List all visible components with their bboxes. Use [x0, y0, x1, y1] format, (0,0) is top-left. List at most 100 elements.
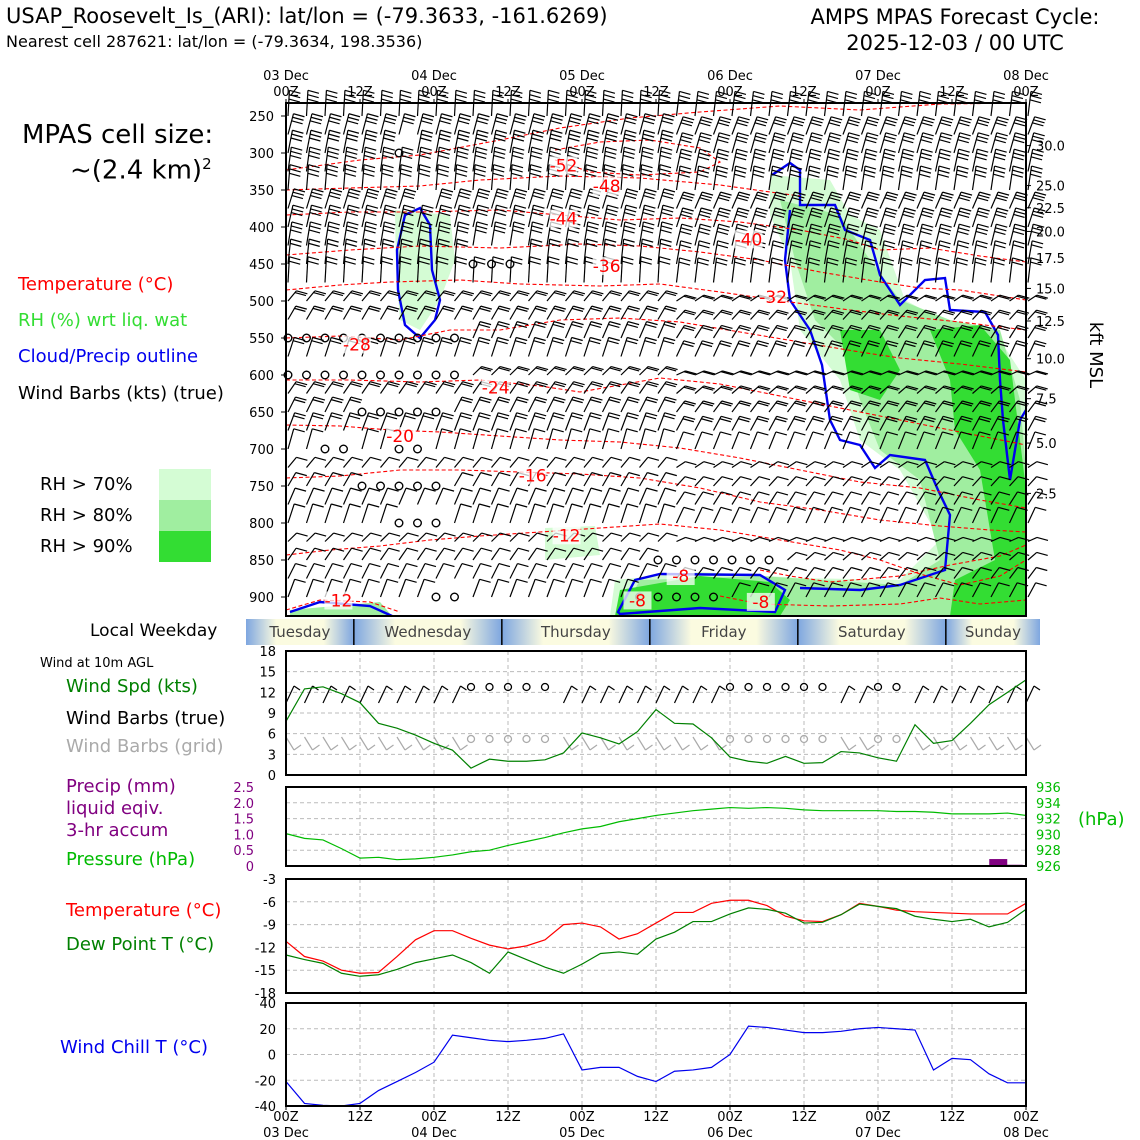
temperature-label-7: -28 [343, 335, 371, 355]
wind-tick-label-12: 12 [259, 686, 276, 701]
top-hour-label-8: 00Z [865, 85, 891, 100]
weekday-label-saturday: Saturday [838, 623, 906, 641]
precip-tick-label-3: 1.0 [233, 828, 254, 843]
pressure-tick-label-250: 250 [249, 110, 274, 125]
temperature-label-bg-13 [666, 567, 695, 586]
temperature-label-bg-14 [623, 591, 652, 610]
temperature-label-4: -40 [735, 230, 763, 250]
legend-wind-chill: Wind Chill T (°C) [60, 1037, 208, 1058]
temperature-label-bg-11 [552, 526, 581, 545]
precip-bar-1 [989, 859, 1008, 866]
weekday-band-tuesday [246, 619, 354, 645]
cloud-outline-4 [616, 572, 787, 616]
temperature-label-bg-10 [518, 466, 547, 485]
bottom-date-label-8: 07 Dec [855, 1126, 901, 1140]
weekday-band-saturday [797, 619, 946, 645]
wind-chill-panel: -40 -20 0 20 40 [255, 997, 1027, 1115]
bottom-date-label-0: 03 Dec [263, 1126, 309, 1140]
bottom-hour-label-5: 12Z [643, 1110, 669, 1125]
pressure-tick-label-300: 300 [249, 147, 274, 162]
temperature-label-14: -8 [629, 591, 646, 611]
temperature-label-2: -48 [593, 177, 621, 197]
temperature-contour-1 [285, 102, 1027, 171]
pressure-tick-label-932: 932 [1036, 813, 1061, 828]
bottom-hour-label-2: 00Z [421, 1110, 447, 1125]
station-title: USAP_Roosevelt_Is_(ARI): lat/lon = (-79.… [6, 4, 608, 28]
bottom-date-label-10: 08 Dec [1003, 1126, 1049, 1140]
temperature-label-bg-6 [759, 288, 788, 307]
temp-tick-label--9: -9 [263, 919, 276, 934]
kft-tick-label-1: 30.0 [1036, 140, 1065, 155]
precip-tick-label-2: 0.5 [233, 844, 254, 859]
wind-tick-label-15: 15 [259, 666, 276, 681]
nearest-cell-subtitle: Nearest cell 287621: lat/lon = (-79.3634… [6, 32, 423, 51]
pressure-tick-label-350: 350 [249, 184, 274, 199]
temperature-label-bg-5 [592, 256, 621, 275]
top-hour-label-9: 12Z [939, 85, 965, 100]
wind-panel-frame [285, 650, 1027, 776]
temp-tick-label--15: -15 [255, 964, 276, 979]
top-date-label-4: 05 Dec [559, 69, 605, 84]
temperature-label-bg-8 [481, 378, 510, 397]
legend-precip-liquid: liquid eqiv. [66, 798, 164, 819]
precip-tick-label-6: 2.5 [233, 781, 254, 796]
weekday-label-friday: Friday [701, 623, 747, 641]
pressure-tick-label-926: 926 [1036, 860, 1061, 875]
rh-legend-70: RH > 70% [40, 474, 133, 495]
legend-temperature-2m: Temperature (°C) [66, 900, 222, 921]
temperature-label-bg-7 [342, 335, 371, 354]
wind-tick-label-6: 6 [268, 728, 276, 743]
temp-tick-label--18: -18 [255, 987, 276, 1002]
temperature-contour-6 [285, 279, 1027, 331]
bottom-hour-label-10: 00Z [1013, 1110, 1039, 1125]
cell-size-value: ~(2.4 km)2 [70, 155, 212, 186]
kft-tick-label-8: 10.0 [1036, 353, 1065, 368]
pressure-tick-label-650: 650 [249, 406, 274, 421]
top-hour-label-3: 12Z [495, 85, 521, 100]
pressure-tick-label-900: 900 [249, 591, 274, 606]
forecast-cycle-line1: AMPS MPAS Forecast Cycle: [810, 5, 1100, 29]
temperature-contour-13 [759, 544, 1027, 583]
temp-tick-label--12: -12 [255, 941, 276, 956]
top-date-label-10: 08 Dec [1003, 69, 1049, 84]
temperature-contour-7 [285, 317, 1027, 373]
temperature-label-bg-1 [549, 156, 578, 175]
wind-tick-label-3: 3 [268, 748, 276, 763]
top-hour-label-1: 12Z [347, 85, 373, 100]
top-hour-label-4: 00Z [569, 85, 595, 100]
pressure-tick-label-930: 930 [1036, 828, 1061, 843]
temperature-label-8: -24 [482, 378, 510, 398]
weekday-band-thursday [501, 619, 650, 645]
top-hour-label-0: 00Z [273, 85, 299, 100]
legend-dew-point: Dew Point T (°C) [66, 934, 215, 955]
legend-wind-speed: Wind Spd (kts) [66, 676, 198, 697]
bottom-hour-label-4: 00Z [569, 1110, 595, 1125]
temperature-label-10: -16 [519, 466, 547, 486]
kft-tick-label-7: 12.5 [1036, 315, 1065, 330]
top-hour-label-5: 12Z [643, 85, 669, 100]
weekday-label-sunday: Sunday [965, 623, 1021, 641]
cell-size-exponent: 2 [202, 155, 212, 173]
pressure-axis-unit: (hPa) [1078, 809, 1125, 830]
kft-tick-label-5: 17.5 [1036, 252, 1065, 267]
pressure-tick-label-400: 400 [249, 221, 274, 236]
rh-legend-swatch-1 [159, 469, 211, 500]
legend-precip: Precip (mm) [66, 776, 176, 797]
temperature-contour-4 [285, 209, 1027, 263]
kft-tick-label-4: 20.0 [1036, 225, 1065, 240]
wind-panel: 0 3 6 9 12 15 18 [259, 645, 1042, 784]
kft-tick-label-6: 15.0 [1036, 282, 1065, 297]
temp-tick-label--3: -3 [263, 873, 276, 888]
temperature-contour-5 [285, 243, 1027, 301]
pressure-tick-label-934: 934 [1036, 797, 1061, 812]
chill-tick-label-40: 40 [259, 997, 276, 1012]
upper-wind-barbs [283, 89, 1049, 602]
top-date-label-8: 07 Dec [855, 69, 901, 84]
pressure-tick-label-800: 800 [249, 517, 274, 532]
temperature-label-6: -32 [759, 288, 787, 308]
rh-area-2 [610, 175, 1026, 616]
pressure-tick-label-850: 850 [249, 554, 274, 569]
weekday-band-friday [649, 619, 798, 645]
kft-tick-label-10: 5.0 [1036, 437, 1057, 452]
